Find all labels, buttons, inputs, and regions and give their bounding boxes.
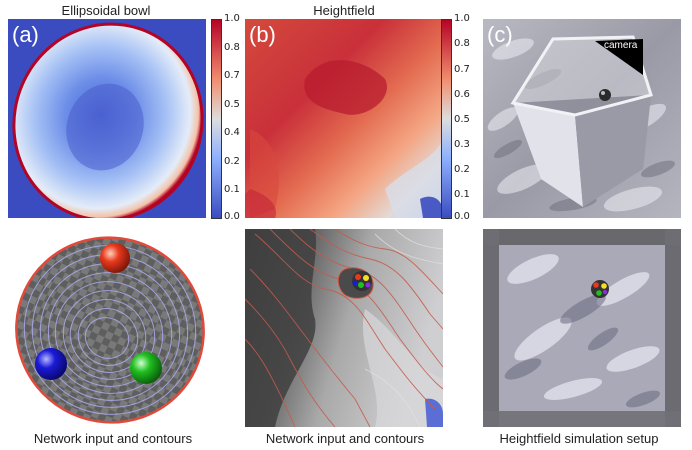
colorbar-a-tick: 0.7 xyxy=(224,70,240,81)
colorbar-a-tick: 0.1 xyxy=(224,184,240,195)
panel-b-colorbar xyxy=(441,19,452,219)
colorbar-b-tick: 0.6 xyxy=(454,89,470,100)
red-ball xyxy=(100,243,130,273)
panel-a-heatmap xyxy=(8,19,206,218)
panel-c-letter: (c) xyxy=(487,22,513,47)
colorbar-a-tick: 1.0 xyxy=(224,13,240,24)
panel-b-letter: (b) xyxy=(249,22,276,47)
panel-a-caption: Network input and contours xyxy=(33,431,193,446)
camera-label: camera xyxy=(604,40,638,51)
colorbar-b-tick: 1.0 xyxy=(454,13,470,24)
panel-b-caption: Network input and contours xyxy=(265,431,425,446)
colorbar-a-tick: 0.2 xyxy=(224,156,240,167)
colorbar-b-tick: 0.5 xyxy=(454,114,470,125)
panel-a-title: Ellipsoidal bowl xyxy=(61,3,151,18)
colorbar-b-tick: 0.8 xyxy=(454,38,470,49)
colorbar-a-tick: 0.4 xyxy=(224,127,240,138)
panel-b-heatmap xyxy=(245,19,443,218)
panel-c-render-3d xyxy=(483,19,681,218)
blue-ball xyxy=(35,348,67,380)
camera-icon xyxy=(595,39,643,75)
panel-c-render-top xyxy=(483,229,681,427)
panel-a-letter: (a) xyxy=(12,22,39,47)
panel-c-caption: Heightfield simulation setup xyxy=(499,431,659,446)
panel-b-render xyxy=(245,229,443,427)
green-ball xyxy=(130,352,162,384)
colorbar-a-tick: 0.0 xyxy=(224,211,240,222)
colorbar-a-tick: 0.8 xyxy=(224,42,240,53)
colorbar-b-tick: 0.2 xyxy=(454,164,470,175)
panel-a-render xyxy=(10,234,210,424)
panel-b-title: Heightfield xyxy=(313,3,375,18)
colorbar-b-tick: 0.0 xyxy=(454,211,470,222)
colorbar-a-tick: 0.5 xyxy=(224,99,240,110)
colorbar-b-tick: 0.1 xyxy=(454,189,470,200)
colorbar-b-tick: 0.7 xyxy=(454,64,470,75)
colorbar-b-tick: 0.3 xyxy=(454,139,470,150)
panel-a-colorbar xyxy=(211,19,222,219)
